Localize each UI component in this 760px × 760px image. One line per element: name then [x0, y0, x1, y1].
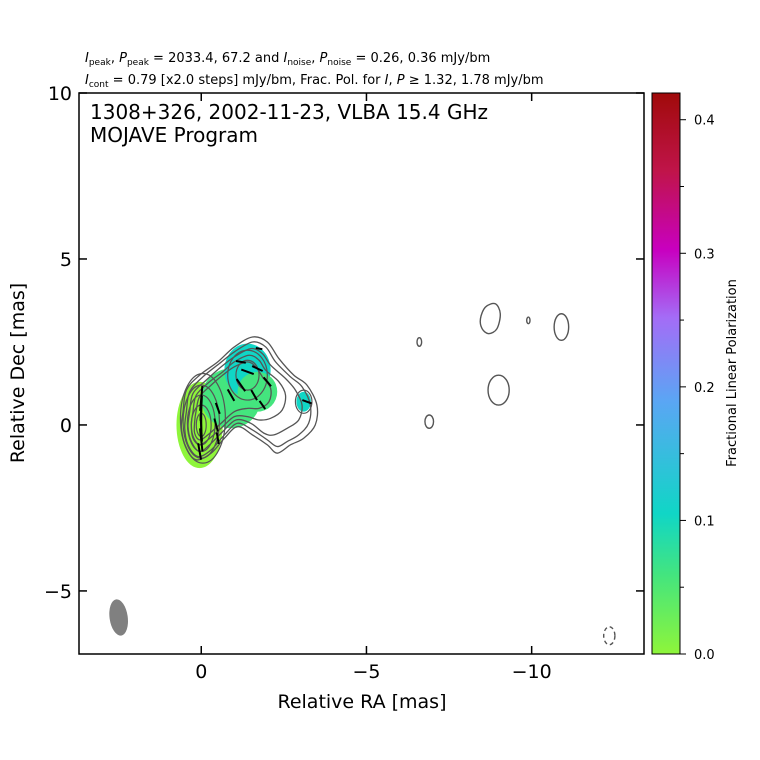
evpa-vector [262, 376, 272, 387]
isolated-contour [416, 336, 423, 347]
header-line-1: Ipeak, Ppeak = 2033.4, 67.2 and Inoise, … [85, 51, 490, 68]
evpa-vector [214, 402, 221, 415]
colorbar-tick-label: 0.2 [694, 381, 715, 396]
header-line-2: Icont = 0.79 [x2.0 steps] mJy/bm, Frac. … [85, 73, 544, 90]
colorbar-tick-label: 0.0 [694, 648, 715, 663]
evpa-vector [301, 399, 312, 405]
colorbar-tick-label: 0.1 [694, 514, 715, 529]
colorbar-label: Fractional Linear Polarization [725, 279, 740, 467]
y-axis-title: Relative Dec [mas] [7, 283, 29, 463]
x-axis-title: Relative RA [mas] [277, 691, 446, 713]
evpa-vector [199, 428, 204, 452]
core-contour [179, 372, 226, 464]
plot-frame [78, 92, 645, 655]
beam [109, 599, 128, 636]
isolated-contour [424, 414, 435, 429]
intensity-contours [179, 302, 616, 646]
evpa-vector [251, 365, 264, 372]
evpa-vector [250, 389, 258, 401]
colorbar-tick-label: 0.4 [694, 114, 715, 129]
x-tick-label: 0 [195, 661, 207, 683]
colorbar [651, 92, 681, 655]
outer-contour [187, 347, 303, 453]
evpa-vector [215, 432, 220, 445]
colorbar-ticks: 0.0 0.1 0.2 0.3 0.4 [680, 114, 715, 663]
plot-subtitle: MOJAVE Program [90, 123, 258, 147]
plot-title: 1308+326, 2002-11-23, VLBA 15.4 GHz [90, 100, 488, 124]
evpa-vector [235, 360, 246, 364]
colorbar-tick-label: 0.3 [694, 247, 715, 262]
evpa-vector [235, 378, 246, 392]
evpa-vector [240, 368, 255, 376]
negative-contour [602, 626, 616, 646]
evpa-vector [197, 443, 203, 460]
isolated-contour [526, 316, 531, 325]
x-tick-label: −5 [352, 661, 380, 683]
isolated-contour [479, 302, 501, 335]
axis-ticks: 0 −5 −10 10 5 0 −5 [44, 83, 644, 683]
evpa-vector [258, 400, 267, 410]
outer-contour [193, 361, 272, 441]
jet-knot-contour [235, 359, 260, 391]
evpa-vectors [197, 347, 312, 460]
evpa-vector [255, 347, 263, 351]
knot-3-contour [294, 389, 313, 414]
isolated-contour [553, 313, 570, 342]
x-tick-label: −10 [512, 661, 552, 683]
beam-ellipse [109, 599, 128, 636]
evpa-vector [213, 418, 219, 432]
y-tick-label: 0 [60, 415, 72, 437]
y-tick-label: 10 [48, 83, 72, 105]
y-tick-label: 5 [60, 249, 72, 271]
y-tick-label: −5 [44, 581, 72, 603]
evpa-vector [226, 388, 236, 402]
isolated-contour [487, 374, 510, 406]
jet-knot-contour [227, 349, 268, 401]
outer-contour [184, 341, 312, 458]
